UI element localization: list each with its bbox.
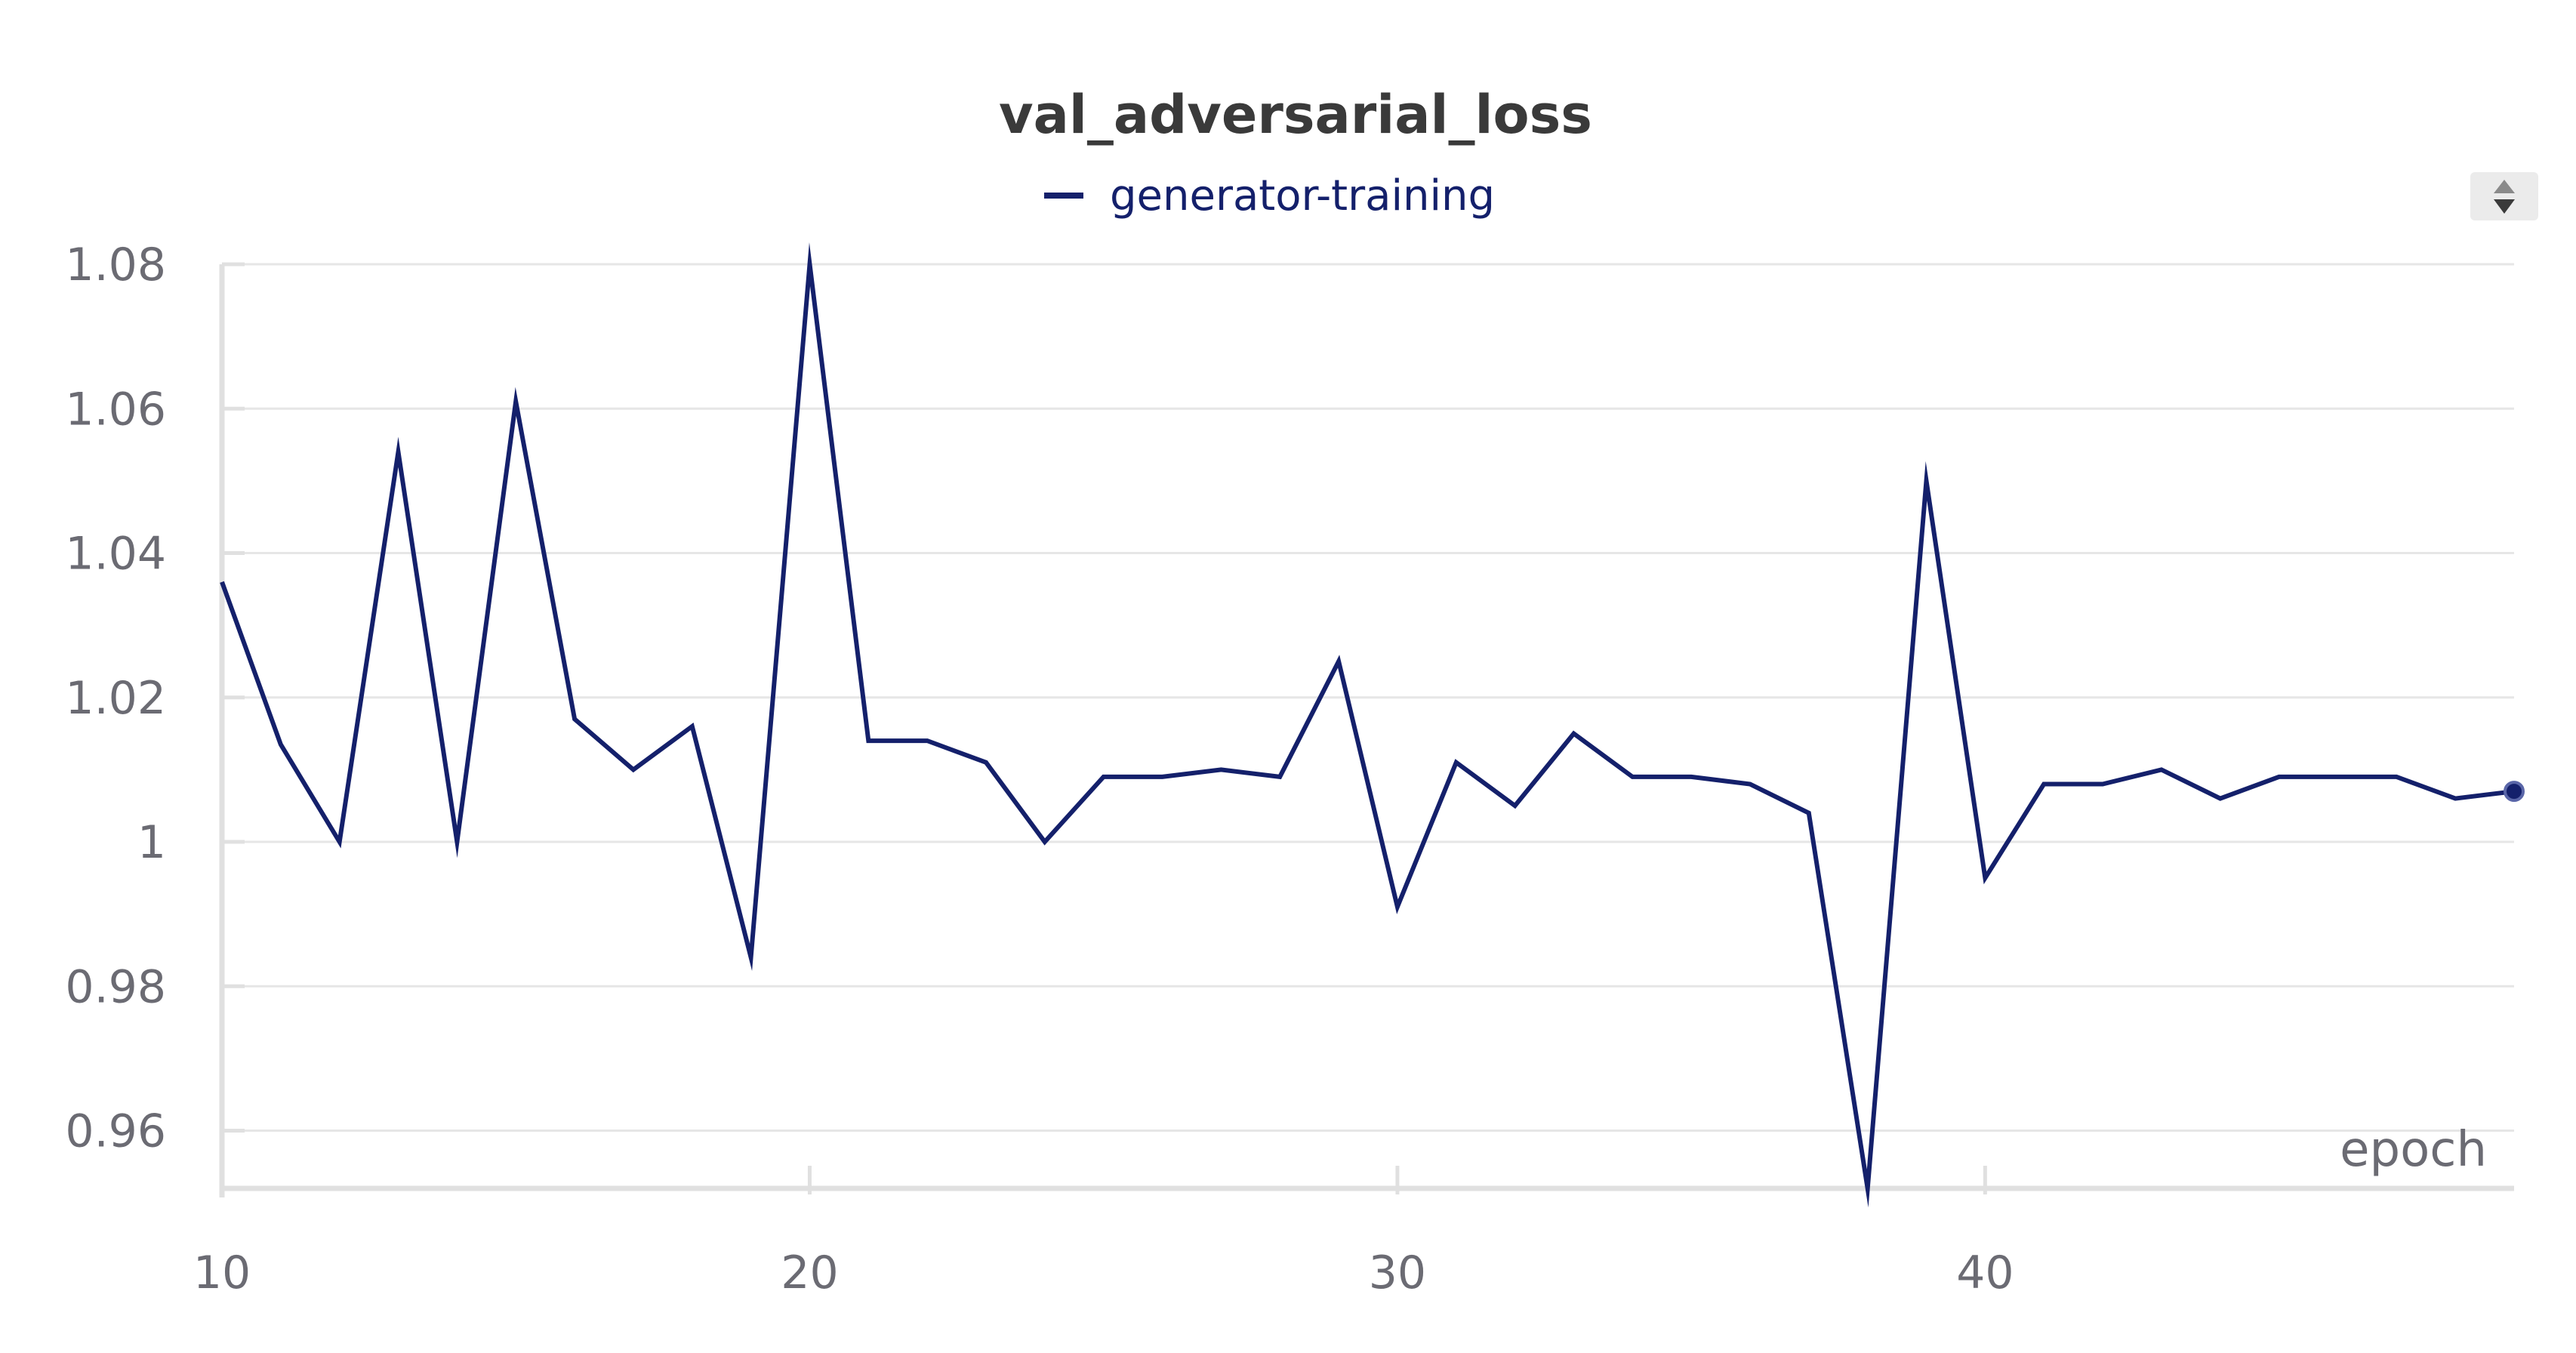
- y-tick-label: 1: [137, 816, 166, 869]
- x-tick-label: 40: [1956, 1247, 2014, 1299]
- y-tick-label: 0.96: [65, 1105, 166, 1158]
- chevron-down-icon[interactable]: [2494, 199, 2515, 214]
- legend-scroll-button[interactable]: [2470, 172, 2538, 220]
- y-tick-label: 0.98: [65, 960, 166, 1013]
- grid: [222, 263, 2514, 1132]
- y-tick-label: 1.04: [65, 528, 166, 581]
- series-end-point[interactable]: [2504, 781, 2525, 803]
- x-axis-label: epoch: [2340, 1122, 2487, 1178]
- x-tick-label: 20: [781, 1247, 838, 1299]
- tick-labels: 0.96 0.98 1 1.02 1.04 1.06 1.08 10 20 30 40: [65, 239, 2014, 1299]
- y-tick-label: 1.08: [65, 239, 166, 291]
- x-tick-label: 30: [1369, 1247, 1426, 1299]
- x-tick-label: 10: [193, 1247, 251, 1299]
- axes: [219, 262, 2514, 1197]
- series-line-generator-training: [220, 242, 2515, 1208]
- y-tick-label: 1.02: [65, 672, 166, 725]
- chevron-up-icon[interactable]: [2494, 180, 2515, 193]
- legend-scroll-control[interactable]: [2470, 172, 2538, 220]
- chart-title: val_adversarial_loss: [999, 84, 1592, 146]
- series: [220, 242, 2525, 1208]
- legend: generator-training: [1044, 171, 1495, 220]
- legend-label-generator-training: generator-training: [1110, 171, 1495, 220]
- y-tick-label: 1.06: [65, 383, 166, 436]
